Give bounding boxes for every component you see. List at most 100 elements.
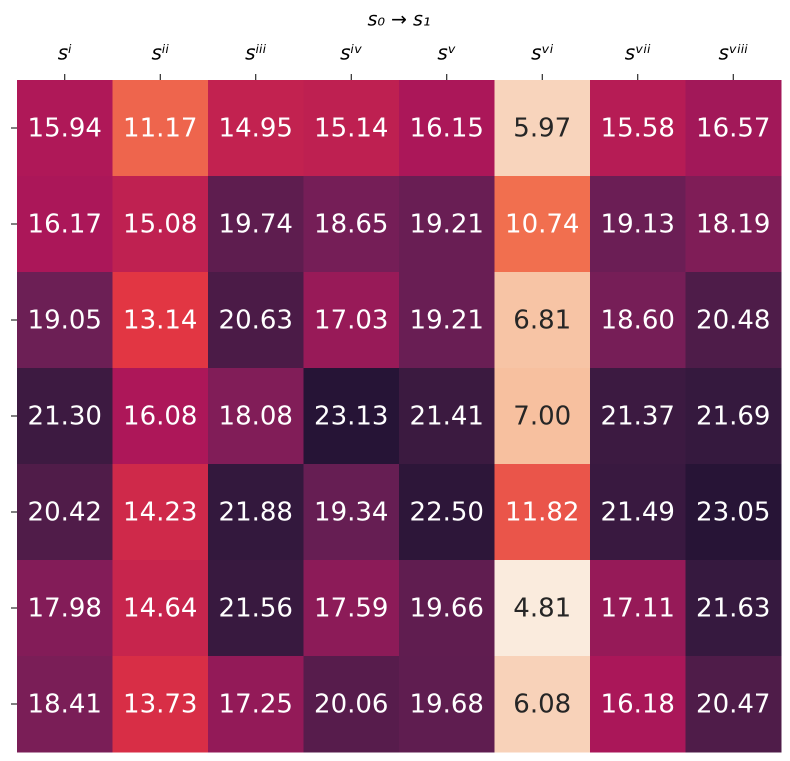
cell-label: 18.19 (696, 210, 770, 240)
cell-label: 6.81 (513, 306, 571, 336)
heatmap-cell (112, 80, 209, 177)
cell-label: 19.21 (410, 210, 484, 240)
heatmap-cell (208, 176, 304, 273)
heatmap-cell (494, 80, 591, 177)
cell-label: 18.65 (314, 210, 388, 240)
cell-label: 13.14 (123, 306, 197, 336)
x-tick-label: sᵛⁱⁱ (625, 41, 651, 65)
cell-label: 20.42 (28, 498, 102, 528)
x-tick-label: sⁱⁱ (151, 41, 169, 65)
heatmap-cell (685, 464, 782, 561)
x-tick-label: sᵛ (437, 41, 456, 65)
cell-label: 5.97 (513, 114, 571, 144)
heatmap-cell (112, 368, 209, 465)
cell-label: 14.23 (123, 498, 197, 528)
cell-label: 16.15 (410, 114, 484, 144)
heatmap-cell (17, 656, 113, 753)
heatmap-cell (399, 176, 495, 273)
cell-label: 17.25 (219, 690, 293, 720)
cell-label: 11.82 (505, 498, 579, 528)
cell-label: 20.06 (314, 690, 388, 720)
cell-label: 15.94 (28, 114, 102, 144)
heatmap-cell (590, 272, 686, 369)
heatmap-cell (303, 80, 400, 177)
cell-label: 19.66 (410, 594, 484, 624)
heatmap-cell (112, 656, 209, 753)
cell-label: 15.14 (314, 114, 388, 144)
heatmap-cell (590, 176, 686, 273)
cell-label: 7.00 (513, 402, 571, 432)
cell-label: 21.63 (696, 594, 770, 624)
heatmap-cell (399, 464, 495, 561)
cell-label: 21.41 (410, 402, 484, 432)
heatmap-cell (590, 656, 686, 753)
heatmap-cell (494, 176, 591, 273)
heatmap-cell (685, 368, 782, 465)
cell-label: 16.08 (123, 402, 197, 432)
heatmap-cell (494, 560, 591, 657)
heatmap-cell (17, 176, 113, 273)
cell-label: 21.69 (696, 402, 770, 432)
heatmap-cell (494, 272, 591, 369)
heatmap-cell (112, 464, 209, 561)
cell-label: 10.74 (505, 210, 579, 240)
heatmap-cell (494, 368, 591, 465)
heatmap-cell (399, 656, 495, 753)
cell-label: 19.34 (314, 498, 388, 528)
cell-label: 14.64 (123, 594, 197, 624)
cell-label: 21.88 (219, 498, 293, 528)
heatmap-cell (208, 560, 304, 657)
cell-label: 20.47 (696, 690, 770, 720)
heatmap-cell (208, 656, 304, 753)
cell-label: 16.17 (28, 210, 102, 240)
cell-label: 15.58 (601, 114, 675, 144)
heatmap-cell (208, 464, 304, 561)
heatmap-cell (17, 272, 113, 369)
cell-label: 18.08 (219, 402, 293, 432)
heatmap-cell (208, 368, 304, 465)
cell-label: 16.57 (696, 114, 770, 144)
cell-label: 18.41 (28, 690, 102, 720)
cell-label: 6.08 (513, 690, 571, 720)
cell-label: 19.13 (601, 210, 675, 240)
x-tick-label: sᵛⁱⁱⁱ (719, 41, 749, 65)
cell-label: 23.05 (696, 498, 770, 528)
cell-label: 20.48 (696, 306, 770, 336)
heatmap-cell (303, 560, 400, 657)
heatmap-cell (112, 272, 209, 369)
heatmap-cell (399, 80, 495, 177)
heatmap-cell (208, 80, 304, 177)
heatmap-cell (17, 368, 113, 465)
cell-label: 13.73 (123, 690, 197, 720)
cell-label: 21.56 (219, 594, 293, 624)
heatmap-cell (590, 80, 686, 177)
heatmap-cell (303, 272, 400, 369)
cell-label: 15.08 (123, 210, 197, 240)
cell-label: 14.95 (219, 114, 293, 144)
cell-label: 22.50 (410, 498, 484, 528)
heatmap-cell (685, 80, 782, 177)
heatmap-cell (303, 176, 400, 273)
cell-label: 19.05 (28, 306, 102, 336)
cell-label: 21.49 (601, 498, 675, 528)
heatmap-cell (303, 464, 400, 561)
heatmap-cell (208, 272, 304, 369)
heatmap-cell (685, 176, 782, 273)
cell-label: 21.37 (601, 402, 675, 432)
cell-label: 19.21 (410, 306, 484, 336)
cell-label: 18.60 (601, 306, 675, 336)
heatmap-cell (494, 656, 591, 753)
heatmap-cell (303, 368, 400, 465)
heatmap-cell (303, 656, 400, 753)
x-tick-label: sᵛⁱ (531, 41, 554, 65)
heatmap-cell (17, 80, 113, 177)
heatmap-cell (590, 368, 686, 465)
cell-label: 16.18 (601, 690, 675, 720)
heatmap-cell (399, 560, 495, 657)
cell-label: 19.68 (410, 690, 484, 720)
heatmap-cell (112, 560, 209, 657)
heatmap-cell (685, 656, 782, 753)
heatmap-cell (685, 272, 782, 369)
cell-label: 17.03 (314, 306, 388, 336)
